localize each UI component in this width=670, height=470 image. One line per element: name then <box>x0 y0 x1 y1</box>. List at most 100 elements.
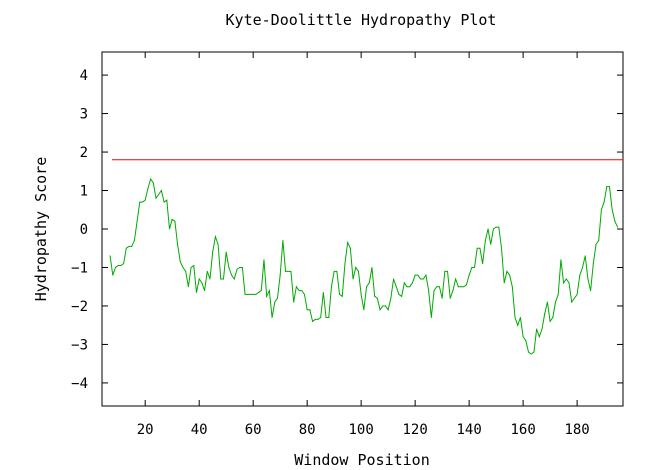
data-point <box>509 274 511 276</box>
data-point <box>360 293 362 295</box>
data-point <box>131 245 133 247</box>
data-point <box>160 190 162 192</box>
data-point <box>420 278 422 280</box>
data-point <box>204 290 206 292</box>
data-point <box>174 220 176 222</box>
data-point <box>552 317 554 318</box>
x-tick-label: 60 <box>245 422 262 438</box>
data-point <box>236 268 238 270</box>
x-tick-label: 80 <box>299 422 316 438</box>
data-point <box>495 226 497 228</box>
data-point <box>444 270 446 272</box>
data-point <box>611 209 613 211</box>
data-point <box>368 282 370 284</box>
data-point <box>482 263 484 265</box>
data-point <box>325 317 327 318</box>
data-point <box>279 274 281 276</box>
data-point <box>328 317 330 318</box>
data-point <box>198 278 200 280</box>
x-axis: 20 40 60 80 100 120 140 160 180 <box>137 52 590 438</box>
data-point <box>490 243 492 245</box>
data-point <box>349 247 351 249</box>
data-point <box>573 297 575 299</box>
data-point <box>225 251 227 253</box>
data-point <box>376 297 378 299</box>
x-tick-label: 40 <box>191 422 208 438</box>
data-point <box>465 284 467 286</box>
data-point <box>290 270 292 272</box>
data-point <box>193 265 195 267</box>
data-point <box>457 286 459 288</box>
data-point <box>471 266 473 268</box>
data-point <box>258 291 260 293</box>
data-point <box>433 290 435 292</box>
data-point <box>206 270 208 272</box>
data-point <box>476 247 478 249</box>
data-point <box>384 305 386 307</box>
data-point <box>430 317 432 318</box>
data-point <box>406 286 408 288</box>
y-tick-label: 0 <box>80 222 88 238</box>
data-point <box>533 351 535 353</box>
data-point <box>263 259 265 261</box>
data-point <box>463 286 465 288</box>
data-point <box>479 247 481 249</box>
data-point <box>285 270 287 272</box>
data-point <box>117 265 119 267</box>
data-point <box>312 320 314 322</box>
data-point <box>152 182 154 184</box>
data-point <box>582 266 584 268</box>
data-point <box>171 218 173 220</box>
x-tick-label: 120 <box>402 422 427 438</box>
data-point <box>158 193 160 195</box>
data-point <box>306 309 308 311</box>
data-point <box>155 197 157 199</box>
data-point <box>557 293 559 295</box>
data-point <box>544 313 546 315</box>
data-point <box>517 324 519 326</box>
data-point <box>255 293 257 295</box>
data-point <box>252 293 254 295</box>
data-point <box>336 270 338 272</box>
data-point <box>303 293 305 295</box>
x-axis-title: Window Position <box>294 451 429 469</box>
data-point <box>322 291 324 293</box>
data-point <box>598 240 600 242</box>
data-point <box>584 255 586 257</box>
data-point <box>271 317 273 318</box>
data-point <box>355 266 357 268</box>
data-point <box>492 228 494 230</box>
data-point <box>409 286 411 288</box>
data-point <box>201 282 203 284</box>
data-point <box>455 278 457 280</box>
data-point <box>528 351 530 353</box>
data-point <box>241 266 243 268</box>
data-point <box>141 201 143 203</box>
data-point <box>330 286 332 288</box>
data-point <box>276 297 278 299</box>
data-point <box>536 328 538 330</box>
data-point <box>579 274 581 276</box>
data-point <box>371 266 373 268</box>
y-axis: −4 −3 −2 −1 0 1 2 3 4 <box>71 68 623 392</box>
data-point <box>606 186 608 188</box>
data-point <box>357 270 359 272</box>
data-point <box>522 336 524 338</box>
data-point <box>525 340 527 342</box>
data-point <box>136 220 138 222</box>
hydropathy-series-line <box>109 177 619 355</box>
chart-title: Kyte-Doolittle Hydropathy Plot <box>226 11 497 29</box>
data-point <box>436 286 438 288</box>
data-point <box>468 274 470 276</box>
plot-frame <box>101 51 624 407</box>
data-point <box>592 263 594 265</box>
data-point <box>320 317 322 318</box>
data-point <box>366 286 368 288</box>
data-point <box>393 278 395 280</box>
data-point <box>179 261 181 263</box>
data-point <box>287 270 289 272</box>
x-tick-label: 160 <box>510 422 535 438</box>
data-point <box>249 293 251 295</box>
data-point <box>422 278 424 280</box>
data-point <box>514 317 516 318</box>
